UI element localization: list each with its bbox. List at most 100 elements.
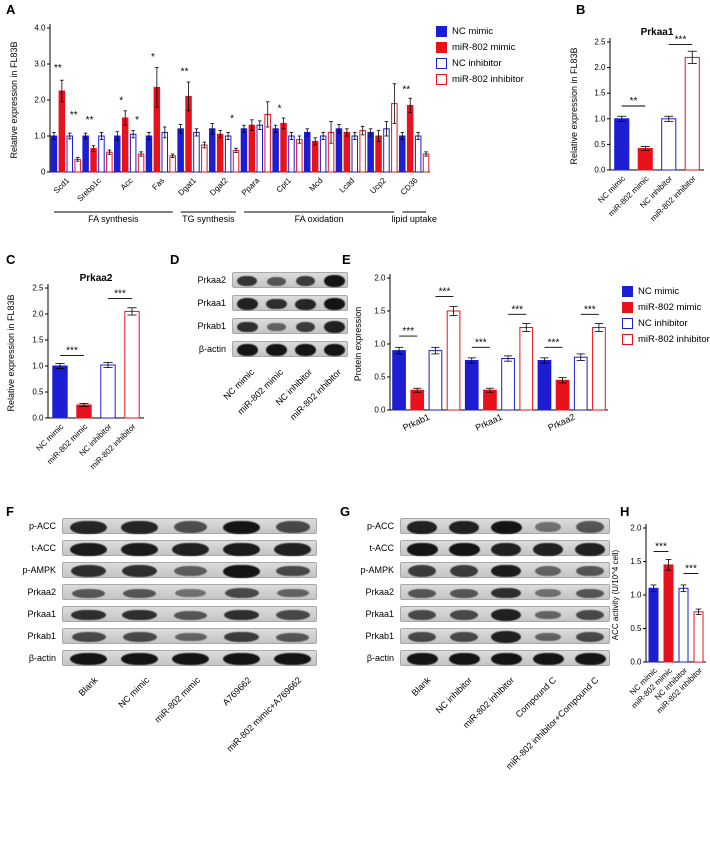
legend-a: NC mimic miR-802 mimic NC inhibitor miR-802… <box>436 26 524 85</box>
chart-text: 1.5 <box>374 307 386 316</box>
bar <box>311 140 319 173</box>
chart-text: 0.5 <box>32 388 44 397</box>
chart-text: Acc <box>119 176 135 192</box>
chart-text: 0.0 <box>32 414 44 423</box>
chart-text: 1.0 <box>374 340 386 349</box>
chart-text: *** <box>439 286 451 297</box>
chart-text: *** <box>584 304 596 315</box>
bar <box>343 131 351 173</box>
blot-row: Prkaa2 <box>186 272 348 288</box>
blot-band <box>173 521 208 533</box>
blot-band <box>295 321 316 333</box>
chart-prkaa1-mrna: 0.0 0.5 1.0 1.5 2.0 2.5 Relative expression in… <box>569 27 704 223</box>
bar <box>90 148 97 173</box>
blot-band <box>174 566 207 576</box>
chart-text: ** <box>402 85 410 96</box>
blot-lane-label: Blank <box>409 675 433 698</box>
blot-band <box>576 521 604 533</box>
chart-prkaa2-mrna: 0.0 0.5 1.0 1.5 2.0 2.5 Relative expression in… <box>6 273 144 471</box>
bar <box>304 131 311 173</box>
chart-text: Prkaa1 <box>641 27 674 38</box>
bar <box>537 360 552 411</box>
chart-text: Dgat1 <box>176 176 198 198</box>
bar <box>684 56 700 171</box>
blot-strip <box>400 584 610 600</box>
chart-text: Ucp2 <box>368 176 388 196</box>
legend-e: NC mimic miR-802 mimic NC inhibitor miR-802… <box>622 286 710 345</box>
blot-band <box>490 542 522 556</box>
blot-band <box>69 653 108 665</box>
blot-protein-label: Prkaa1 <box>197 298 226 308</box>
blot-band <box>121 565 158 577</box>
blot-band <box>490 631 522 643</box>
blot-lane-label: miR-802 inhibitor+Compound C <box>503 675 601 772</box>
blot-band <box>534 566 562 576</box>
blot-band <box>275 565 310 577</box>
chart-text: * <box>119 95 123 106</box>
panel-label-c: C <box>6 252 16 267</box>
blot-band <box>273 653 312 665</box>
blot-band <box>408 632 436 642</box>
blot-band <box>174 589 206 597</box>
blot-band <box>406 653 438 665</box>
blot-row: β-actin <box>186 341 348 357</box>
chart-text: Protein expression <box>353 307 363 382</box>
blot-band <box>267 276 286 286</box>
bar <box>648 587 659 663</box>
bar <box>501 358 515 411</box>
chart-text: Relative expression in FL83B <box>9 41 19 158</box>
chart-text: *** <box>675 35 687 46</box>
blot-band <box>275 610 310 620</box>
blot-band <box>70 520 107 534</box>
chart-text: 4.0 <box>34 24 46 33</box>
bar <box>124 310 140 419</box>
legend-item: miR-802 inhibitor <box>622 334 710 345</box>
bar <box>82 135 89 173</box>
bar <box>592 327 606 411</box>
chart-text: Relative expression in FL83B <box>569 47 579 164</box>
chart-text: lipid uptake <box>391 214 437 224</box>
bar <box>137 153 145 173</box>
blot-band <box>490 653 522 665</box>
bar <box>614 118 630 171</box>
bar <box>519 327 534 411</box>
chart-text: *** <box>114 288 126 299</box>
blot-panel-g: p-ACC t-ACC p-AMPK Prkaa2 Prkaa1 Prkab1 β-acti… <box>352 518 610 804</box>
chart-text: *** <box>511 304 523 315</box>
legend-label: NC inhibitor <box>638 318 688 329</box>
blot-row: Prkab1 <box>14 628 317 644</box>
blot-row: Prkab1 <box>352 628 610 644</box>
blot-band <box>574 542 606 556</box>
blot-strip <box>62 650 317 666</box>
bar <box>114 135 121 173</box>
blot-band <box>172 542 209 556</box>
bar <box>446 310 461 411</box>
blot-strip <box>62 562 317 578</box>
panel-label-h: H <box>620 504 630 519</box>
legend-swatch <box>622 286 633 297</box>
chart-text: 1.0 <box>32 362 44 371</box>
chart-text: Mcd <box>308 176 325 193</box>
blot-band <box>222 542 261 556</box>
legend-swatch <box>436 26 447 37</box>
blot-band <box>120 542 159 556</box>
chart-text: 3.0 <box>34 60 46 69</box>
blot-band <box>406 520 438 534</box>
blot-band <box>448 653 480 665</box>
chart-text: Prkaa2 <box>546 412 576 433</box>
blot-band <box>323 344 346 356</box>
panel-label-a: A <box>6 2 16 17</box>
blot-row: Prkaa2 <box>352 584 610 600</box>
bar <box>209 128 216 173</box>
blot-band <box>576 566 604 576</box>
chart-text: 0.5 <box>374 373 386 382</box>
blot-band <box>174 610 207 620</box>
legend-label: NC inhibitor <box>452 58 502 69</box>
blot-protein-label: Prkaa1 <box>27 609 56 619</box>
bar <box>98 135 105 173</box>
blot-band <box>237 321 258 333</box>
blot-band <box>121 609 158 621</box>
chart-text: 2.0 <box>32 310 44 319</box>
legend-item: NC inhibitor <box>622 318 710 329</box>
chart-text: Fas <box>150 176 166 192</box>
